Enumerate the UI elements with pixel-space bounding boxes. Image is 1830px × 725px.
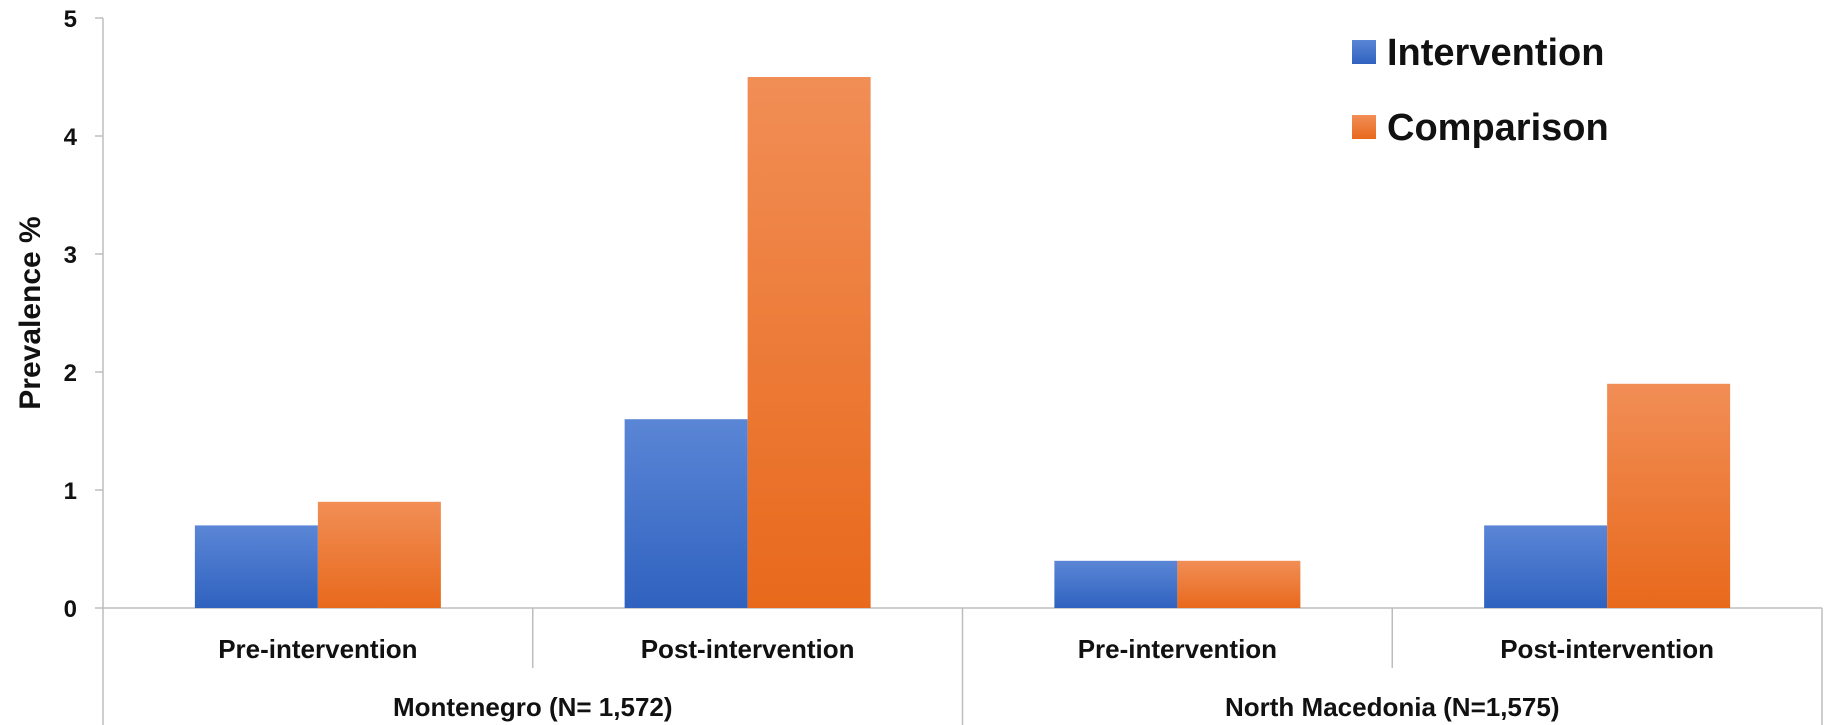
y-tick-label: 2	[64, 360, 77, 387]
y-tick-label: 0	[64, 596, 77, 623]
bar-intervention-4	[1484, 525, 1608, 608]
y-axis-title: Prevalence %	[14, 216, 47, 409]
x-category-label: Pre-intervention	[218, 634, 417, 664]
bar-comparison-3	[1177, 560, 1301, 608]
legend-swatch-intervention	[1352, 40, 1376, 64]
y-tick-label: 3	[64, 242, 77, 269]
bar-comparison-2	[747, 77, 871, 608]
bar-intervention-2	[624, 419, 748, 608]
legend-swatch-comparison	[1352, 115, 1376, 139]
y-tick-label: 1	[64, 478, 77, 505]
bar-intervention-3	[1054, 560, 1178, 608]
x-category-label: Post-intervention	[1500, 634, 1714, 664]
y-tick-label: 5	[64, 6, 77, 33]
legend-label-comparison: Comparison	[1387, 107, 1609, 149]
x-group-label: Montenegro (N= 1,572)	[393, 692, 673, 722]
x-category-label: Post-intervention	[641, 634, 855, 664]
x-category-label: Pre-intervention	[1078, 634, 1277, 664]
bar-comparison-1	[317, 501, 441, 608]
bar-comparison-4	[1607, 383, 1731, 608]
legend-label-intervention: Intervention	[1387, 32, 1604, 74]
bar-intervention-1	[194, 525, 318, 608]
x-group-label: North Macedonia (N=1,575)	[1225, 692, 1559, 722]
y-tick-label: 4	[64, 124, 78, 151]
